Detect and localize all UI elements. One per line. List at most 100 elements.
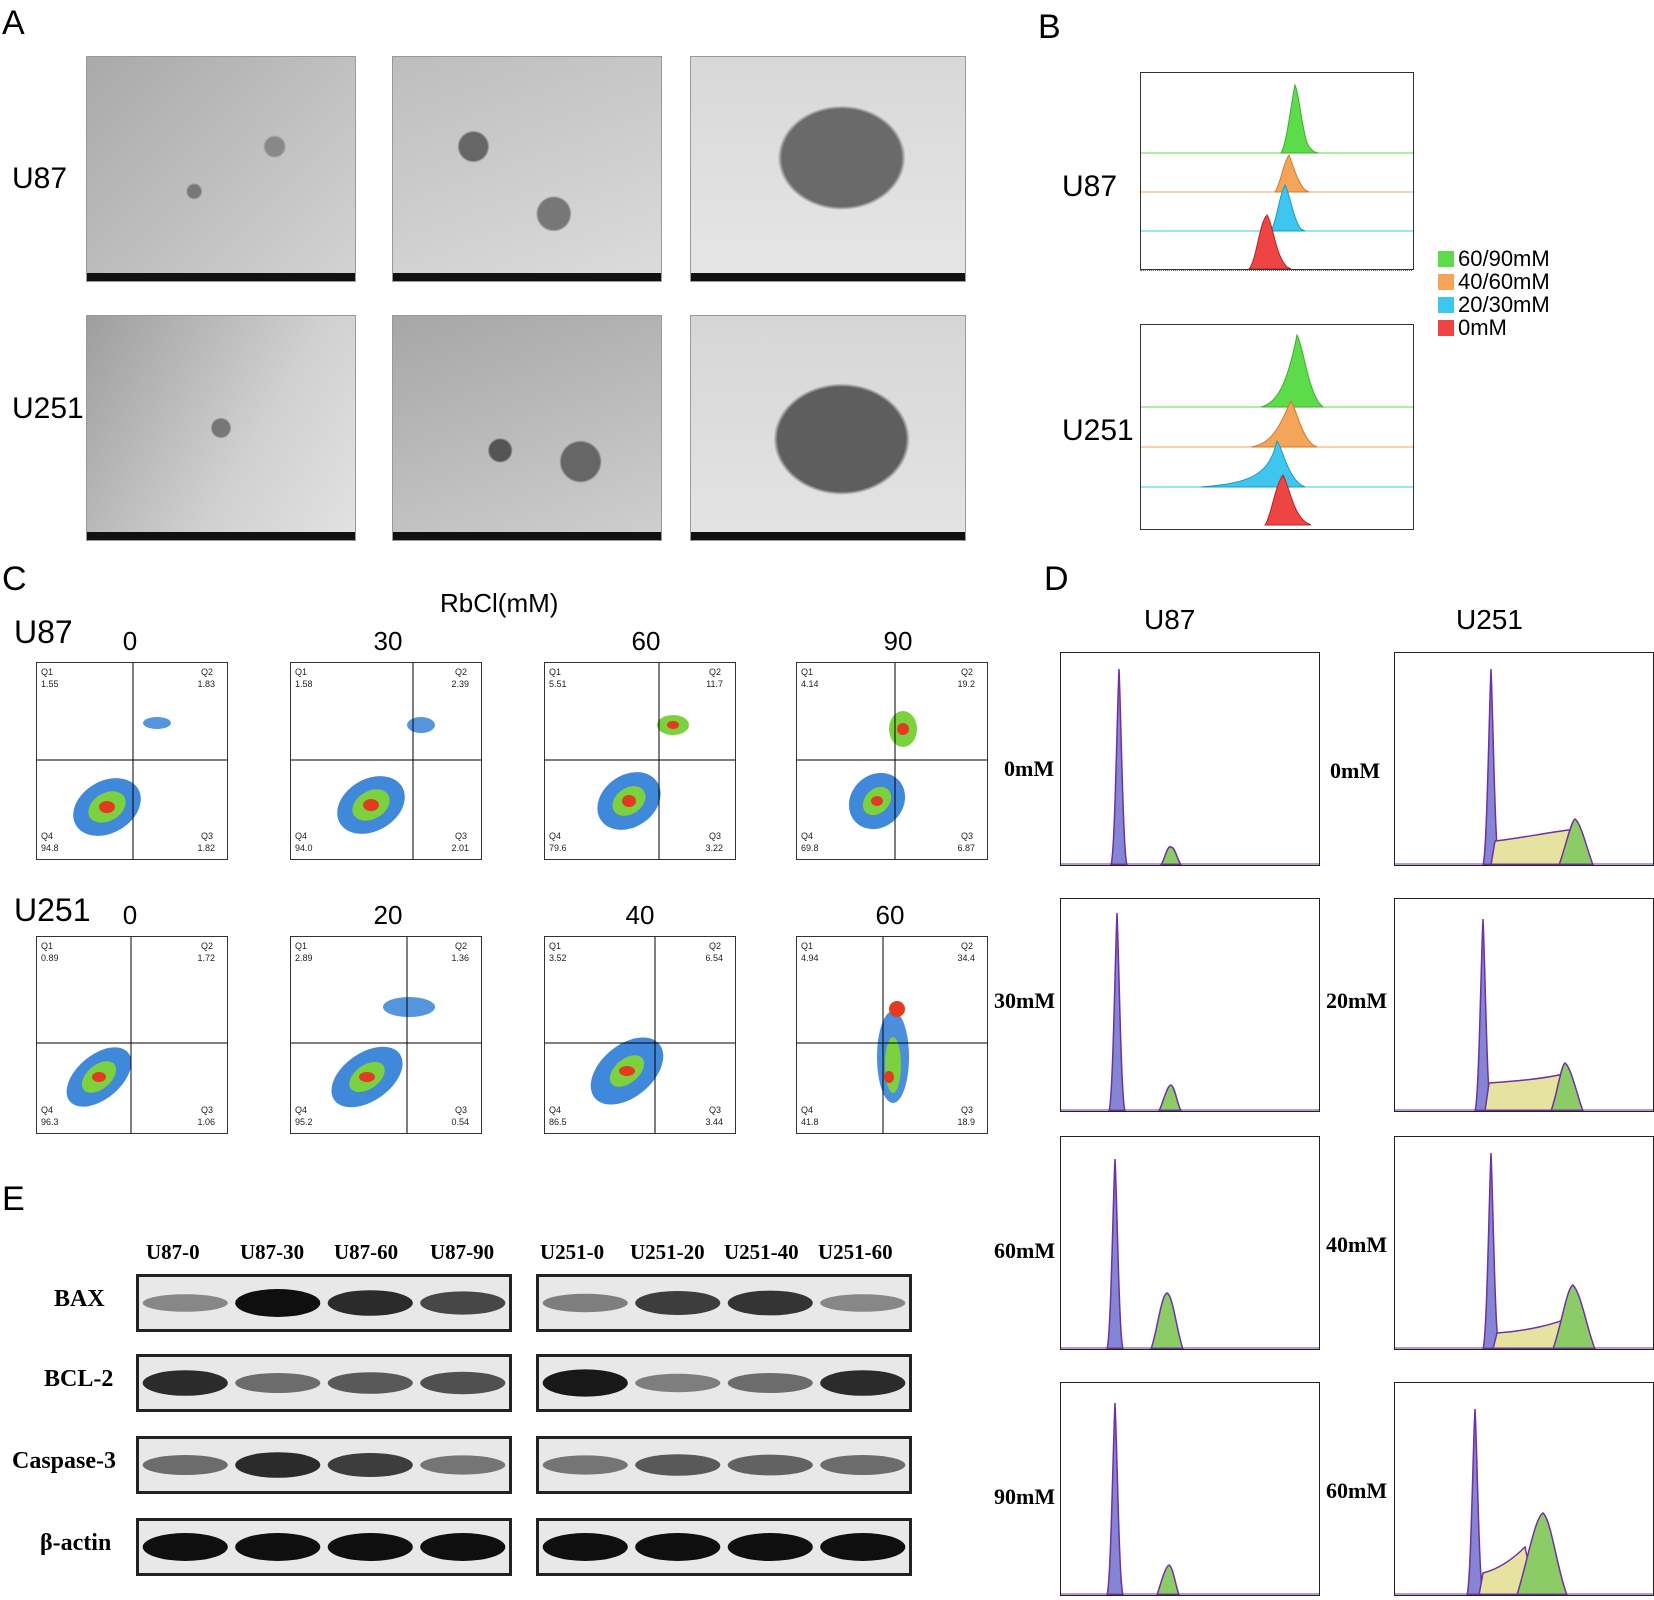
flow-conc-u251-0: 0 <box>122 900 138 930</box>
q3-label: Q3 <box>200 1105 213 1115</box>
blot-bands <box>142 1533 506 1561</box>
panel-letter-e: E <box>2 1180 25 1218</box>
tem-image-u87-3 <box>690 56 966 282</box>
blot-band <box>235 1452 321 1478</box>
legend-swatch-blue <box>1438 297 1454 313</box>
flow-plot-u251-60: Q1 4.94 Q2 34.4 Q3 18.9 Q4 41.8 <box>796 936 988 1134</box>
q1-value: 1.58 <box>295 679 313 689</box>
q3-value: 1.06 <box>197 1117 215 1127</box>
flow-plot-u251-20: Q1 2.89 Q2 1.36 Q3 0.54 Q4 95.2 <box>290 936 482 1134</box>
cell-cycle-histogram <box>1061 1158 1319 1350</box>
blot-band <box>420 1371 506 1395</box>
tem-image-u251-3 <box>690 315 966 541</box>
cc-label-u251-40: 40mM <box>1326 1232 1388 1257</box>
lane-label-u251-60: U251-60 <box>818 1240 893 1264</box>
cell-cycle-col-u251: U251 <box>1456 604 1523 635</box>
cell-cycle-histogram <box>1061 668 1319 866</box>
q1-value: 3.52 <box>549 953 567 963</box>
cc-label-u87-0: 0mM <box>1004 756 1055 781</box>
blot-band <box>142 1533 228 1561</box>
cell-cycle-u87-90 <box>1060 1382 1320 1596</box>
flow-scatter <box>797 937 987 1133</box>
tem-image-u251-2 <box>392 315 662 541</box>
lane-label-u251-40: U251-40 <box>724 1240 799 1264</box>
cc-label-u87-60: 60mM <box>994 1238 1056 1263</box>
q3-value: 1.82 <box>197 843 215 853</box>
q2-value: 34.4 <box>957 953 975 963</box>
flow-plot-u251-40: Q1 3.52 Q2 6.54 Q3 3.44 Q4 86.5 <box>544 936 736 1134</box>
protein-label-caspase3: Caspase-3 <box>12 1448 117 1474</box>
q1-label: Q1 <box>801 667 814 677</box>
q2-label: Q2 <box>708 667 721 677</box>
blot-band <box>420 1533 506 1561</box>
histogram-label-u87: U87 <box>1062 170 1118 203</box>
cell-cycle-u251-40 <box>1394 1136 1654 1350</box>
cell-cycle-u87-30 <box>1060 898 1320 1112</box>
q4-label: Q4 <box>295 1105 308 1115</box>
flow-scatter <box>37 663 227 859</box>
blot-band <box>542 1533 628 1561</box>
q2-value: 1.83 <box>197 679 215 689</box>
tem-image-u87-2 <box>392 56 662 282</box>
q3-value: 18.9 <box>957 1117 975 1127</box>
q1-label: Q1 <box>295 667 308 677</box>
blot-caspase3-left <box>136 1436 512 1494</box>
blot-band <box>542 1455 628 1475</box>
blot-band <box>635 1373 721 1393</box>
q3-value: 3.22 <box>705 843 723 853</box>
q1-value: 5.51 <box>549 679 567 689</box>
q1-label: Q1 <box>41 667 54 677</box>
q2-value: 11.7 <box>706 679 723 689</box>
q4-value: 94.0 <box>295 843 313 853</box>
cell-cycle-u251-60 <box>1394 1382 1654 1596</box>
q3-value: 3.44 <box>705 1117 723 1127</box>
blot-band <box>327 1453 413 1477</box>
flow-conc-u87-30: 30 <box>373 626 403 656</box>
cell-cycle-col-u87: U87 <box>1144 604 1196 635</box>
blot-band <box>635 1454 721 1476</box>
lane-label-u251-20: U251-20 <box>630 1240 705 1264</box>
blot-band <box>727 1290 813 1316</box>
cell-cycle-u251-20 <box>1394 898 1654 1112</box>
blot-bands <box>542 1454 906 1476</box>
q2-label: Q2 <box>454 941 467 951</box>
q4-value: 95.2 <box>295 1117 313 1127</box>
q4-label: Q4 <box>295 831 308 841</box>
blot-band <box>142 1370 228 1396</box>
cell-cycle-histogram <box>1395 918 1653 1112</box>
flow-conc-u251-60: 60 <box>875 900 905 930</box>
cell-cycle-histogram <box>1395 1152 1653 1350</box>
q2-label: Q2 <box>200 667 213 677</box>
flow-plot-u87-0: Q1 1.55 Q2 1.83 Q3 1.82 Q4 94.8 <box>36 662 228 860</box>
cell-cycle-histogram <box>1061 1402 1319 1596</box>
q4-label: Q4 <box>801 1105 814 1115</box>
q1-label: Q1 <box>801 941 814 951</box>
q4-value: 41.8 <box>801 1117 819 1127</box>
flow-conc-u251-40: 40 <box>625 900 655 930</box>
cc-label-u251-20: 20mM <box>1326 988 1388 1013</box>
legend-item-20-30mm: 20/30mM <box>1438 292 1550 318</box>
lane-label-u87-60: U87-60 <box>334 1240 399 1264</box>
q2-label: Q2 <box>454 667 467 677</box>
legend-label: 40/60mM <box>1458 269 1550 294</box>
blot-band <box>635 1291 721 1315</box>
flow-row-label-u251: U251 <box>14 892 91 928</box>
flow-plot-u251-0: Q1 0.89 Q2 1.72 Q3 1.06 Q4 96.3 <box>36 936 228 1134</box>
histogram-label-u251: U251 <box>1062 414 1134 447</box>
cell-cycle-histogram <box>1395 1408 1653 1596</box>
q4-value: 94.8 <box>41 843 59 853</box>
q3-label: Q3 <box>708 831 721 841</box>
blot-band <box>727 1373 813 1393</box>
q4-label: Q4 <box>549 831 562 841</box>
blot-band <box>420 1455 506 1475</box>
blot-bands <box>542 1369 906 1397</box>
protein-label-beta-actin: β-actin <box>40 1530 112 1556</box>
blot-bands <box>142 1370 506 1396</box>
cell-cycle-u87-0 <box>1060 652 1320 866</box>
tem-image-u87-1 <box>86 56 356 282</box>
q3-label: Q3 <box>960 831 973 841</box>
q4-label: Q4 <box>41 1105 54 1115</box>
q4-value: 86.5 <box>549 1117 567 1127</box>
flow-plot-u87-60: Q1 5.51 Q2 11.7 Q3 3.22 Q4 79.6 <box>544 662 736 860</box>
blot-band <box>542 1293 628 1313</box>
